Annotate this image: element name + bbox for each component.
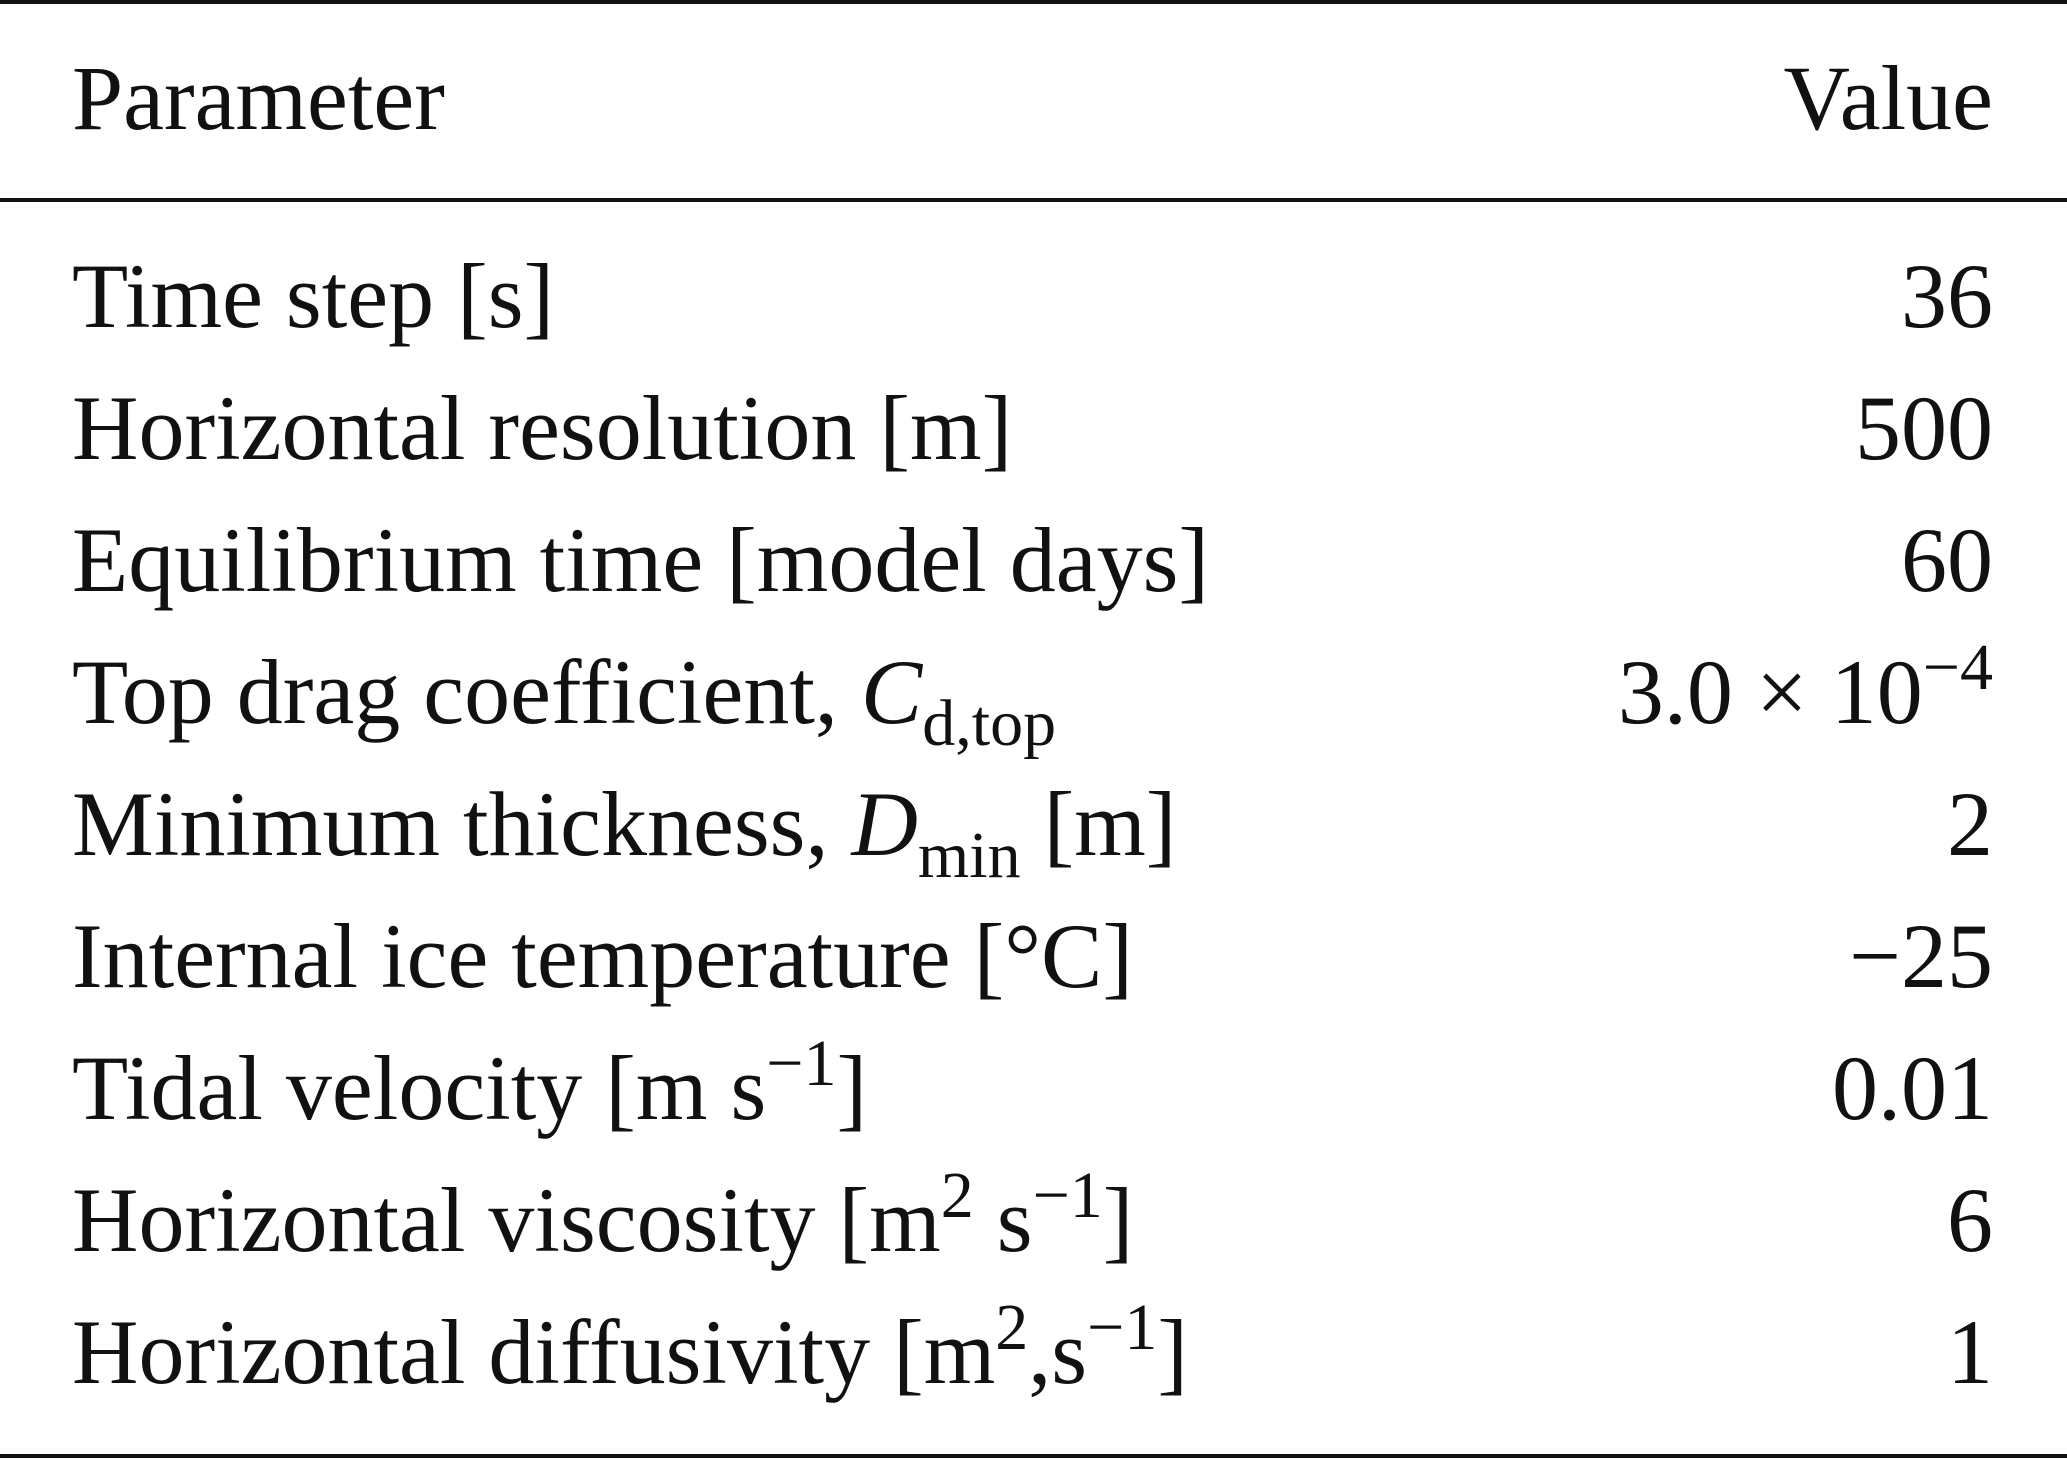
value-cell: 6: [1947, 1174, 1993, 1266]
cell-text: 2: [1947, 773, 1993, 875]
bottom-rule: [0, 1454, 2067, 1458]
parameter-cell: Internal ice temperature [°C]: [72, 910, 1133, 1002]
cell-text: −1: [766, 1027, 837, 1100]
header-rule: [0, 198, 2067, 202]
cell-text: ]: [836, 1037, 868, 1139]
parameter-cell: Horizontal resolution [m]: [72, 382, 1012, 474]
parameter-cell: Minimum thickness, Dmin [m]: [72, 778, 1176, 889]
cell-text: −1: [1032, 1159, 1103, 1232]
cell-text: −4: [1922, 631, 1993, 704]
value-cell: 36: [1901, 250, 1993, 342]
value-cell: 0.01: [1832, 1042, 1993, 1134]
cell-text: 60: [1901, 509, 1993, 611]
cell-text: 6: [1947, 1169, 1993, 1271]
cell-text: ]: [1157, 1301, 1188, 1403]
cell-text: Horizontal diffusivity [m: [72, 1301, 996, 1403]
cell-text: D: [851, 773, 918, 875]
cell-text: Equilibrium time [model days]: [72, 509, 1210, 611]
cell-text: [m]: [1020, 773, 1177, 875]
cell-text: ]: [1102, 1169, 1134, 1271]
parameter-cell: Horizontal diffusivity [m2,s−1]: [72, 1295, 1188, 1399]
cell-text: −25: [1849, 905, 1993, 1007]
cell-text: 3.0 × 10: [1617, 641, 1923, 743]
cell-text: 2: [995, 1291, 1029, 1364]
cell-text: Time step [s]: [72, 245, 555, 347]
value-cell: 2: [1947, 778, 1993, 870]
cell-text: Minimum thickness,: [72, 773, 852, 875]
cell-text: Tidal velocity [m s: [72, 1037, 767, 1139]
parameter-cell: Top drag coefficient, Cd,top: [72, 646, 1056, 757]
value-cell: 3.0 × 10−4: [1618, 635, 1993, 739]
cell-text: s: [973, 1169, 1033, 1271]
parameter-cell: Time step [s]: [72, 250, 554, 342]
cell-text: min: [917, 819, 1021, 892]
cell-text: 1: [1947, 1301, 1993, 1403]
value-cell: 500: [1855, 382, 1993, 474]
cell-text: 500: [1855, 377, 1993, 479]
cell-text: −1: [1087, 1291, 1158, 1364]
cell-text: d,top: [922, 687, 1057, 760]
cell-text: 0.01: [1832, 1037, 1993, 1139]
header-value: Value: [1783, 47, 1993, 149]
value-cell: −25: [1849, 910, 1993, 1002]
value-cell: 1: [1947, 1306, 1993, 1398]
parameter-cell: Tidal velocity [m s−1]: [72, 1031, 867, 1135]
cell-text: 2: [940, 1159, 974, 1232]
cell-text: Internal ice temperature [°C]: [72, 905, 1134, 1007]
parameter-cell: Horizontal viscosity [m2 s−1]: [72, 1163, 1133, 1267]
header-parameter: Parameter: [72, 47, 445, 149]
cell-text: Horizontal viscosity [m: [72, 1169, 941, 1271]
cell-text: ,s: [1028, 1301, 1088, 1403]
cell-text: Horizontal resolution [m]: [72, 377, 1013, 479]
value-cell: 60: [1901, 514, 1993, 606]
cell-text: C: [860, 641, 923, 743]
cell-text: Top drag coefficient,: [72, 641, 861, 743]
cell-text: 36: [1901, 245, 1993, 347]
parameter-cell: Equilibrium time [model days]: [72, 514, 1209, 606]
top-rule: [0, 0, 2067, 4]
